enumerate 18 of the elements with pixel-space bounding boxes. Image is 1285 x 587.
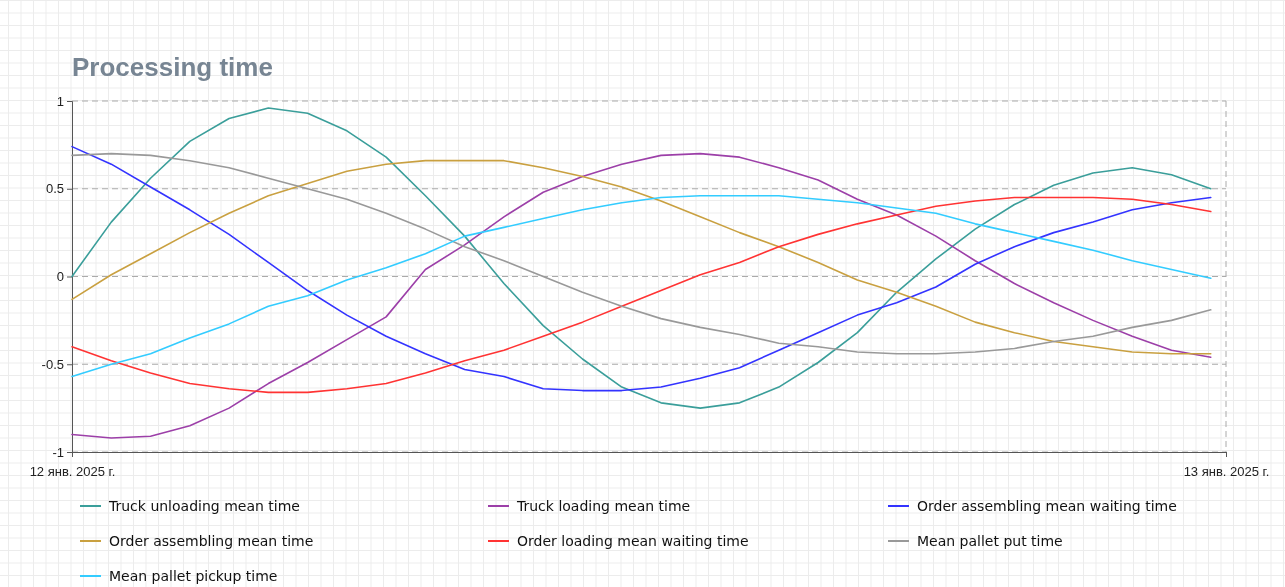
legend-label: Mean pallet pickup time [109, 568, 278, 584]
legend-label: Order assembling mean waiting time [917, 498, 1177, 514]
legend-label: Order loading mean waiting time [517, 533, 749, 549]
legend-label: Order assembling mean time [109, 533, 314, 549]
y-tick-label: 0.5 [45, 181, 64, 197]
x-tick-label: 12 янв. 2025 г. [29, 463, 116, 479]
line-series [71, 145, 1212, 392]
y-tick-label: -0.5 [41, 356, 64, 372]
y-tick-label: 1 [56, 93, 64, 109]
x-tick-label: 13 янв. 2025 г. [1183, 463, 1270, 479]
line-series [71, 107, 1212, 409]
chart-title: Processing time [72, 52, 273, 82]
line-series [71, 152, 1212, 439]
legend-label: Truck unloading mean time [108, 498, 300, 514]
y-tick-label: -1 [52, 444, 64, 460]
legend-label: Truck loading mean time [516, 498, 691, 514]
y-tick-label: 0 [56, 269, 64, 285]
legend-label: Mean pallet put time [917, 533, 1063, 549]
